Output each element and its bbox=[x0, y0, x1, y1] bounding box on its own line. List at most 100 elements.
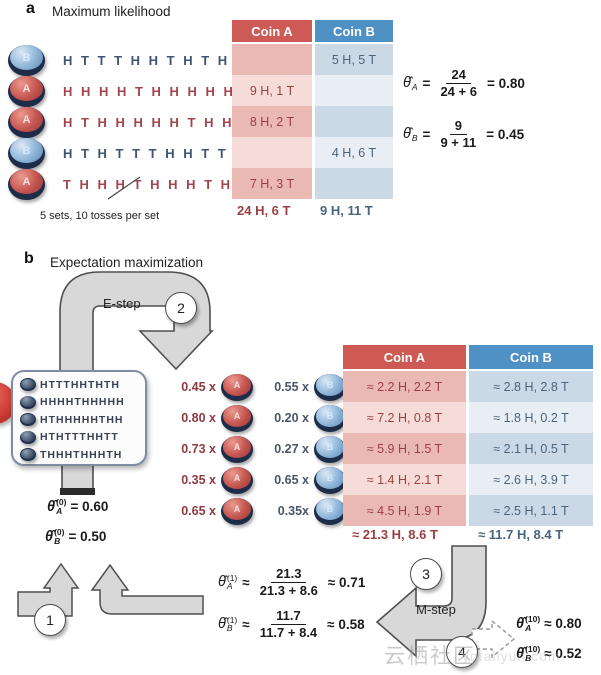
unknown-coin-icon bbox=[20, 413, 36, 427]
box-sequence: HTHHHHHTHH bbox=[40, 413, 124, 426]
weight-a: 0.65 x bbox=[181, 504, 216, 518]
theta-char: θ̂ bbox=[218, 616, 226, 633]
theta-sup: (0) bbox=[56, 497, 67, 507]
result: ≈ 0.58 bbox=[327, 616, 365, 632]
watermark-text: 云栖社区 bbox=[384, 645, 476, 668]
coin-letter: B bbox=[326, 473, 334, 484]
weight-row: 0.45 x A 0.55 x B bbox=[158, 373, 346, 401]
coin-a-icon: A bbox=[221, 435, 253, 463]
theta-a-final: θ̂ (10) A ≈ 0.80 bbox=[516, 615, 582, 632]
coin-b-header: Coin B bbox=[315, 20, 393, 44]
coin-letter: A bbox=[233, 442, 241, 453]
relation: = bbox=[422, 126, 431, 142]
box-bottom-stub bbox=[61, 461, 94, 491]
weight-a: 0.45 x bbox=[181, 380, 216, 394]
cell bbox=[315, 168, 393, 199]
theta-sub: B bbox=[411, 133, 418, 144]
step-badge-3: 3 bbox=[410, 558, 442, 590]
panel-a-label: a bbox=[26, 0, 35, 17]
weight-row: 0.73 x A 0.27 x B bbox=[158, 435, 346, 463]
theta-value: = 0.50 bbox=[68, 529, 107, 544]
coin-a-icon: A bbox=[8, 106, 45, 138]
coin-b-icon: B bbox=[8, 137, 45, 169]
cell: 7 H, 3 T bbox=[232, 168, 312, 199]
weight-b: 0.27 x bbox=[274, 442, 309, 456]
panel-a-title: Maximum likelihood bbox=[52, 4, 171, 19]
coin-a-icon: A bbox=[221, 497, 253, 525]
step-badge-1: 1 bbox=[34, 604, 66, 636]
weight-b: 0.20 x bbox=[274, 411, 309, 425]
coin-letter: B bbox=[22, 144, 31, 157]
coin-letter: B bbox=[326, 380, 334, 391]
weight-a: 0.35 x bbox=[181, 473, 216, 487]
numerator: 11.7 bbox=[271, 608, 306, 625]
cell: ≈ 2.8 H, 2.8 T bbox=[469, 371, 593, 402]
cell: 9 H, 1 T bbox=[232, 75, 312, 106]
coin-b-icon: B bbox=[314, 373, 346, 401]
m-step-label: M-step bbox=[416, 602, 456, 617]
toss-sequence: H T T T H H T H T H bbox=[63, 52, 230, 68]
theta-char: θ̂ bbox=[516, 615, 525, 632]
unknown-coin-icon bbox=[20, 430, 36, 444]
theta-value: = 0.60 bbox=[70, 499, 109, 514]
box-sequence: THHHTHHHTH bbox=[40, 448, 123, 461]
cell bbox=[315, 75, 393, 106]
cell: ≈ 2.1 H, 0.5 T bbox=[469, 433, 593, 464]
cell: 5 H, 5 T bbox=[315, 44, 393, 75]
e-step-label: E-step bbox=[103, 296, 141, 311]
relation: ≈ bbox=[242, 574, 250, 590]
box-sequence: HTHTTTHHTT bbox=[40, 431, 119, 444]
step-badge-2: 2 bbox=[165, 292, 197, 324]
coin-letter: A bbox=[233, 380, 241, 391]
cell: 4 H, 6 T bbox=[315, 137, 393, 168]
step-badge-4: 4 bbox=[446, 636, 478, 668]
fraction: 24 24 + 6 bbox=[435, 67, 482, 99]
toss-sequence: H H H H T H H H H H bbox=[63, 83, 235, 99]
expected-counts-table: Coin A Coin B ≈ 2.2 H, 2.2 T ≈ 2.8 H, 2.… bbox=[343, 345, 593, 526]
coin-letter: B bbox=[22, 51, 31, 64]
theta-b-init: θ̂ (0) B = 0.50 bbox=[45, 528, 106, 545]
theta-sup: (1) bbox=[226, 572, 238, 583]
denominator: 21.3 + 8.6 bbox=[259, 582, 318, 598]
coin-letter: B bbox=[326, 442, 334, 453]
theta-b-final: θ̂ (10) B ≈ 0.52 bbox=[516, 645, 582, 662]
coin-a-header: Coin A bbox=[343, 345, 466, 371]
weight-a: 0.73 x bbox=[181, 442, 216, 456]
result: = 0.80 bbox=[486, 75, 525, 91]
coin-letter: A bbox=[22, 113, 31, 126]
total-coin-b: ≈ 11.7 H, 8.4 T bbox=[478, 527, 564, 542]
toss-row: A H H H H T H H H H H bbox=[8, 75, 235, 107]
weight-b: 0.35x bbox=[277, 504, 309, 518]
relation: = bbox=[422, 75, 431, 91]
theta-a-init: θ̂ (0) A = 0.60 bbox=[47, 498, 108, 515]
weight-row: 0.35 x A 0.65 x B bbox=[158, 466, 346, 494]
theta-sup: (0) bbox=[54, 527, 65, 537]
theta-char: θ̂ bbox=[218, 574, 226, 591]
numerator: 24 bbox=[446, 67, 471, 84]
coin-b-icon: B bbox=[314, 466, 346, 494]
theta-sup: (10) bbox=[525, 644, 541, 654]
cell: ≈ 4.5 H, 1.9 T bbox=[343, 495, 466, 526]
result: ≈ 0.71 bbox=[327, 574, 366, 590]
relation: ≈ bbox=[242, 616, 250, 632]
panel-b-label: b bbox=[24, 250, 34, 267]
total-coin-b: 9 H, 11 T bbox=[320, 203, 373, 218]
theta-sub: A bbox=[411, 82, 418, 93]
weight-row: 0.65 x A 0.35x B bbox=[158, 497, 346, 525]
coin-a-icon: A bbox=[221, 373, 253, 401]
toss-sequence: H T H H H H H T H H bbox=[63, 114, 234, 130]
cell: 8 H, 2 T bbox=[232, 106, 312, 137]
theta-sub: B bbox=[54, 535, 61, 546]
theta-char: θ̂ bbox=[516, 645, 525, 662]
theta-sub: B bbox=[525, 652, 532, 663]
toss-row: B H T H T T T H H T T bbox=[8, 137, 228, 169]
denominator: 9 + 11 bbox=[440, 134, 477, 150]
theta-a-formula: θ̂ A = 24 24 + 6 = 0.80 bbox=[403, 67, 525, 99]
result: = 0.45 bbox=[486, 126, 525, 142]
cell: ≈ 1.4 H, 2.1 T bbox=[343, 464, 466, 495]
coin-letter: A bbox=[22, 82, 31, 95]
theta-value: ≈ 0.80 bbox=[544, 616, 582, 631]
coin-letter: B bbox=[326, 504, 334, 515]
